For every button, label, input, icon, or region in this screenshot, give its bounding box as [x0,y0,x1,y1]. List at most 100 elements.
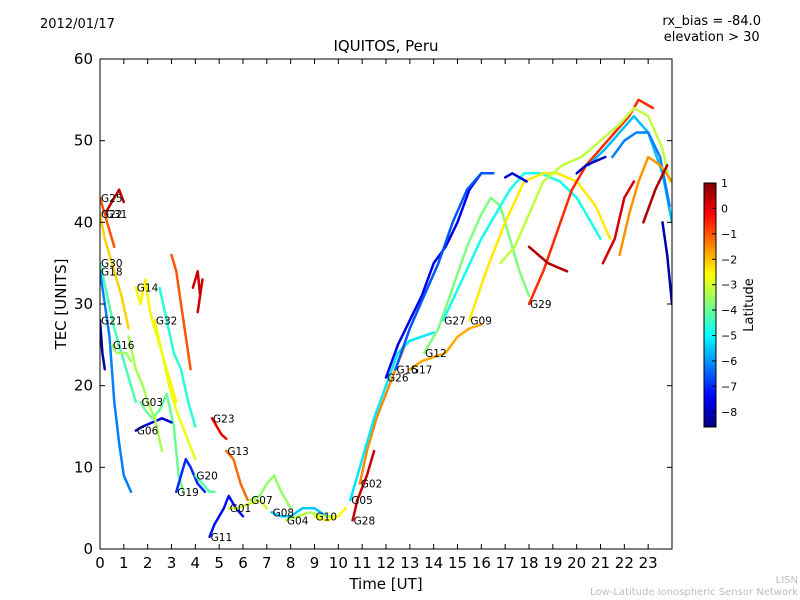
series-line-g13 [225,449,250,502]
series-line-g03 [139,392,185,494]
colorbar-tick-label: −5 [721,330,737,343]
series-label-g06: G06 [137,426,159,438]
series-line [170,253,192,371]
x-tick-label: 7 [262,554,272,572]
series-line-g21 [100,319,107,371]
series-line [503,172,528,183]
x-tick-label: 1 [119,554,129,572]
series-label-g21: G21 [101,315,123,327]
series-line-g15 [394,172,495,371]
x-tick-label: 0 [95,554,105,572]
colorbar-tick-label: −3 [721,279,737,292]
series-line-g25 [100,196,116,249]
series-line-g28 [351,449,376,522]
colorbar-tick-label: −4 [721,304,737,317]
series-label-g03: G03 [142,397,164,409]
series-line [618,155,672,257]
series-line [575,155,607,175]
series-label-g13: G13 [227,446,249,458]
x-tick-label: 20 [567,554,586,572]
colorbar-tick-label: −6 [721,355,737,368]
series-line [611,131,671,208]
series-line-g11 [208,494,245,539]
x-tick-label: 5 [214,554,224,572]
y-tick-label: 60 [74,50,93,68]
y-tick-label: 30 [74,295,93,313]
series-label-g23: G23 [213,413,235,425]
y-tick-label: 50 [74,132,93,150]
series-label-g19: G19 [177,487,199,499]
x-axis-label: Time [UT] [348,575,422,593]
series-label-g31: G31 [106,209,128,221]
x-tick-label: 4 [191,554,201,572]
x-tick-label: 16 [472,554,491,572]
series-line-g01 [227,498,269,510]
x-tick-label: 3 [167,554,177,572]
series-line-g08 [270,506,328,518]
series-label-g05: G05 [351,495,373,507]
rx-bias-text: rx_bias = -84.0 [662,14,761,29]
x-axis: 0 1 2 3 4 5 6 7 8 9 10 11 12 13 14 15 16 17 18 19 20 21 22 23 [95,59,658,572]
series-label-g14: G14 [137,283,159,295]
series-label-g30: G30 [101,258,123,270]
series-label-g10: G10 [316,511,338,523]
x-tick-label: 14 [424,554,443,572]
series-line-g04 [284,511,335,522]
y-axis: 0 10 20 30 40 50 60 [74,50,672,558]
series-line [642,163,669,224]
series-line-g05 [349,331,435,502]
series-line-g31 [103,188,126,216]
x-tick-label: 13 [400,554,419,572]
series-line-g18 [100,270,133,494]
series-line [158,286,197,428]
series-line-g27 [441,172,602,322]
series-line [127,335,164,453]
colorbar-tick-label: −2 [721,253,737,266]
series-line-g30 [100,261,138,404]
y-tick-label: 40 [74,213,93,231]
series-label-g20: G20 [196,471,218,483]
chart-title: IQUITOS, Peru [333,37,439,55]
x-tick-label: 21 [591,554,610,572]
series-label-g02: G02 [361,479,383,491]
series-line-g17 [408,323,483,371]
plot-frame [99,58,673,550]
series-label-g12: G12 [425,348,447,360]
series-label-g07: G07 [251,495,273,507]
series-label-g01: G01 [230,503,252,515]
series-line-g20 [194,474,216,494]
series-label-g32: G32 [156,315,178,327]
series-line [601,180,636,265]
footer-lisn: LISN [775,575,798,586]
series-label-g18: G18 [101,266,123,278]
series-line-g23 [210,417,228,441]
series-label-g17: G17 [411,364,433,376]
series-label-g08: G08 [273,507,295,519]
x-tick-label: 17 [496,554,515,572]
series-line [527,245,569,273]
date-label: 2012/01/17 [40,17,115,32]
footer-network: Low-Latitude Ionospheric Sensor Network [590,587,798,598]
x-tick-label: 23 [639,554,658,572]
x-tick-label: 6 [238,554,248,572]
colorbar-tick-label: 0 [721,202,728,215]
y-axis-label: TEC [UNITS] [52,259,70,351]
series-layer [100,98,672,539]
series-label-g27: G27 [444,315,466,327]
series-line [499,106,671,265]
x-tick-label: 19 [543,554,562,572]
x-tick-label: 2 [143,554,153,572]
series-line-g07 [248,474,292,510]
y-tick-label: 20 [74,377,93,395]
series-line-g32 [153,319,197,461]
x-tick-label: 9 [310,554,320,572]
series-line-g26 [384,172,483,379]
footer: LISN Low-Latitude Ionospheric Sensor Net… [590,575,798,599]
x-tick-label: 8 [286,554,296,572]
series-line [661,221,672,306]
x-tick-label: 10 [329,554,348,572]
y-tick-label: 0 [83,540,93,558]
x-tick-label: 11 [353,554,372,572]
